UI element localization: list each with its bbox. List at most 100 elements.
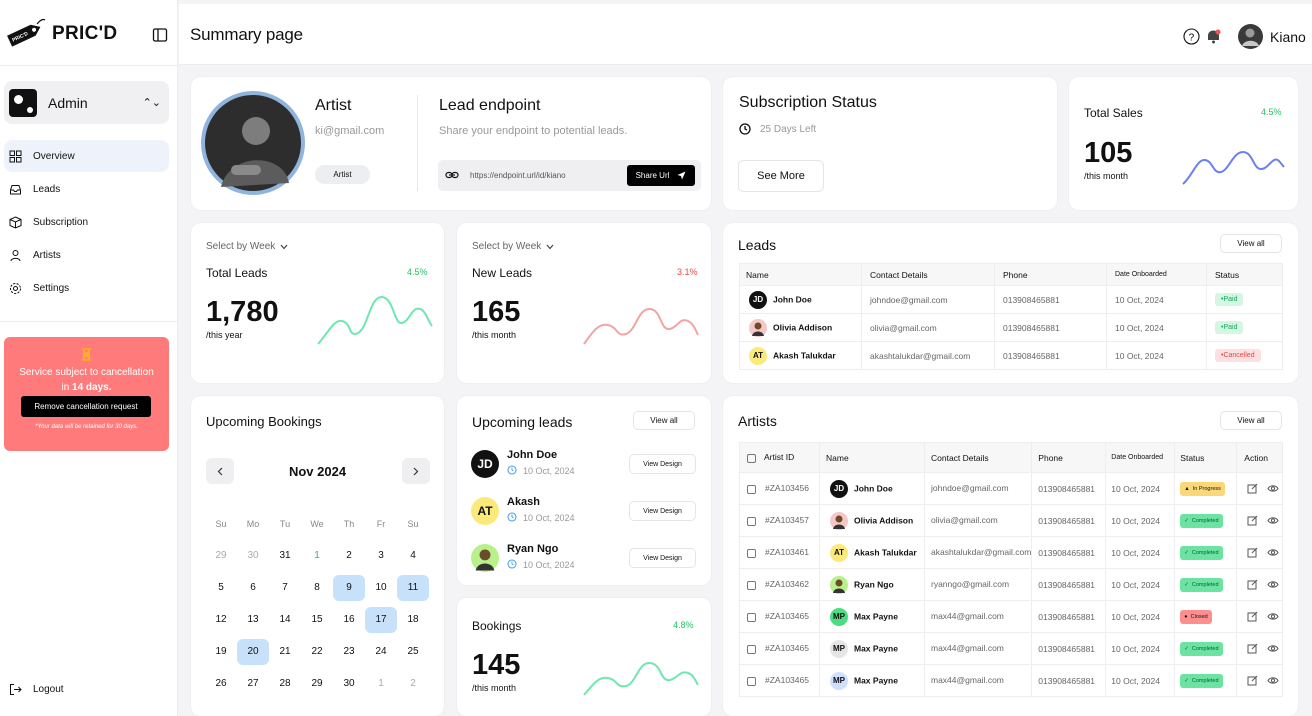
calendar-day[interactable]: 28 bbox=[279, 678, 291, 689]
see-more-button[interactable]: See More bbox=[738, 160, 824, 192]
user-avatar[interactable] bbox=[1238, 24, 1263, 49]
remove-cancellation-button[interactable]: Remove cancellation request bbox=[21, 396, 151, 417]
edit-icon[interactable] bbox=[1247, 611, 1258, 622]
row-checkbox[interactable] bbox=[747, 580, 756, 590]
table-row[interactable]: #ZA103461 AT Akash Talukdar akashtalukdar… bbox=[739, 536, 1283, 569]
sidebar-toggle-icon[interactable] bbox=[152, 27, 168, 43]
calendar-day[interactable]: 13 bbox=[247, 614, 259, 625]
sidebar-item-subscription[interactable]: Subscription bbox=[4, 206, 169, 238]
chevron-right-icon bbox=[413, 467, 419, 475]
user-name[interactable]: Kiano bbox=[1270, 28, 1306, 45]
table-row[interactable]: AT Akash Talukdar akashtalukdar@gmail.com… bbox=[739, 341, 1283, 370]
bookings-period: /this month bbox=[472, 683, 517, 693]
table-row[interactable]: #ZA103462 Ryan Ngo ryanngo@gmail.com 013… bbox=[739, 568, 1283, 601]
view-design-button[interactable]: View Design bbox=[629, 548, 696, 568]
edit-icon[interactable] bbox=[1247, 483, 1258, 494]
calendar-day[interactable]: 23 bbox=[343, 646, 355, 657]
calendar-day[interactable]: 24 bbox=[375, 646, 387, 657]
select-all-checkbox[interactable] bbox=[747, 453, 756, 463]
eye-icon[interactable] bbox=[1267, 515, 1279, 526]
calendar-day[interactable]: 1 bbox=[378, 678, 384, 689]
eye-icon[interactable] bbox=[1267, 483, 1279, 494]
row-checkbox[interactable] bbox=[747, 676, 756, 686]
eye-icon[interactable] bbox=[1267, 579, 1279, 590]
calendar-day[interactable]: 31 bbox=[279, 550, 291, 561]
calendar-day[interactable]: 7 bbox=[282, 582, 288, 593]
row-checkbox[interactable] bbox=[747, 516, 756, 526]
calendar-day[interactable]: 29 bbox=[311, 678, 323, 689]
calendar-day[interactable]: 18 bbox=[407, 614, 419, 625]
calendar-day[interactable]: 8 bbox=[314, 582, 320, 593]
calendar-day[interactable]: 15 bbox=[311, 614, 323, 625]
endpoint-url-field[interactable]: https://endpoint.url/id/kiano Share Url bbox=[438, 160, 701, 191]
sidebar-item-overview[interactable]: Overview bbox=[4, 140, 169, 172]
calendar-day[interactable]: 6 bbox=[250, 582, 256, 593]
edit-icon[interactable] bbox=[1247, 579, 1258, 590]
row-checkbox[interactable] bbox=[747, 548, 756, 558]
calendar-day[interactable]: 16 bbox=[343, 614, 355, 625]
eye-icon[interactable] bbox=[1267, 643, 1279, 654]
avatar: MP bbox=[830, 639, 848, 658]
calendar-day[interactable]: 4 bbox=[410, 550, 416, 561]
calendar-day[interactable]: 10 bbox=[375, 582, 387, 593]
eye-icon[interactable] bbox=[1267, 547, 1279, 558]
calendar-day[interactable]: 11 bbox=[397, 575, 429, 601]
calendar-day[interactable]: 30 bbox=[343, 678, 355, 689]
eye-icon[interactable] bbox=[1267, 611, 1279, 622]
calendar-day[interactable]: 25 bbox=[407, 646, 419, 657]
calendar-day[interactable]: 2 bbox=[346, 550, 352, 561]
view-design-button[interactable]: View Design bbox=[629, 501, 696, 521]
calendar-day[interactable]: 1 bbox=[314, 550, 320, 561]
leads-view-all-button[interactable]: View all bbox=[1220, 234, 1282, 253]
bell-icon[interactable] bbox=[1205, 28, 1222, 45]
admin-switcher[interactable]: Admin ⌃⌄ bbox=[4, 81, 169, 124]
table-row[interactable]: #ZA103465 MP Max Payne max44@gmail.com 01… bbox=[739, 600, 1283, 633]
calendar-day[interactable]: 20 bbox=[237, 639, 269, 665]
calendar-day[interactable]: 5 bbox=[218, 582, 224, 593]
calendar-day[interactable]: 27 bbox=[247, 678, 259, 689]
table-row[interactable]: #ZA103457 Olivia Addison olivia@gmail.co… bbox=[739, 504, 1283, 537]
row-checkbox[interactable] bbox=[747, 644, 756, 654]
edit-icon[interactable] bbox=[1247, 643, 1258, 654]
sidebar-item-leads[interactable]: Leads bbox=[4, 173, 169, 205]
eye-icon[interactable] bbox=[1267, 675, 1279, 686]
calendar-day[interactable]: 2 bbox=[410, 678, 416, 689]
list-item: JD John Doe 10 Oct, 2024 View Design bbox=[471, 449, 697, 479]
edit-icon[interactable] bbox=[1247, 515, 1258, 526]
calendar-day[interactable]: 3 bbox=[378, 550, 384, 561]
brand[interactable]: PRIC'D PRIC'D bbox=[4, 16, 117, 52]
edit-icon[interactable] bbox=[1247, 547, 1258, 558]
next-month-button[interactable] bbox=[402, 458, 430, 484]
calendar-day[interactable]: 21 bbox=[279, 646, 291, 657]
table-row[interactable]: #ZA103465 MP Max Payne max44@gmail.com 01… bbox=[739, 632, 1283, 665]
logout-button[interactable]: Logout bbox=[9, 683, 64, 696]
sidebar-item-settings[interactable]: Settings bbox=[4, 272, 169, 304]
calendar-day[interactable]: 29 bbox=[215, 550, 227, 561]
sidebar-item-artists[interactable]: Artists bbox=[4, 239, 169, 271]
calendar-day[interactable]: 12 bbox=[215, 614, 227, 625]
divider bbox=[417, 95, 418, 191]
artists-view-all-button[interactable]: View all bbox=[1220, 411, 1282, 430]
new-leads-week-select[interactable]: Select by Week bbox=[472, 241, 554, 252]
calendar-day[interactable]: 30 bbox=[247, 550, 259, 561]
artist-name: Max Payne bbox=[854, 674, 898, 685]
table-row[interactable]: #ZA103456 JD John Doe johndoe@gmail.com 0… bbox=[739, 472, 1283, 505]
prev-month-button[interactable] bbox=[206, 458, 234, 484]
calendar-day[interactable]: 17 bbox=[365, 607, 397, 633]
calendar-day[interactable]: 19 bbox=[215, 646, 227, 657]
view-design-button[interactable]: View Design bbox=[629, 454, 696, 474]
row-checkbox[interactable] bbox=[747, 484, 756, 494]
share-url-button[interactable]: Share Url bbox=[627, 165, 695, 186]
table-row[interactable]: JD John Doe johndoe@gmail.com 01390846588… bbox=[739, 285, 1283, 314]
table-row[interactable]: Olivia Addison olivia@gmail.com 01390846… bbox=[739, 313, 1283, 342]
calendar-day[interactable]: 14 bbox=[279, 614, 291, 625]
table-row[interactable]: #ZA103465 MP Max Payne max44@gmail.com 01… bbox=[739, 664, 1283, 697]
calendar-day[interactable]: 9 bbox=[333, 575, 365, 601]
row-checkbox[interactable] bbox=[747, 612, 756, 622]
calendar-day[interactable]: 22 bbox=[311, 646, 323, 657]
upcoming-leads-view-all-button[interactable]: View all bbox=[633, 411, 695, 430]
edit-icon[interactable] bbox=[1247, 675, 1258, 686]
total-leads-week-select[interactable]: Select by Week bbox=[206, 241, 288, 252]
help-icon[interactable]: ? bbox=[1183, 28, 1200, 45]
calendar-day[interactable]: 26 bbox=[215, 678, 227, 689]
